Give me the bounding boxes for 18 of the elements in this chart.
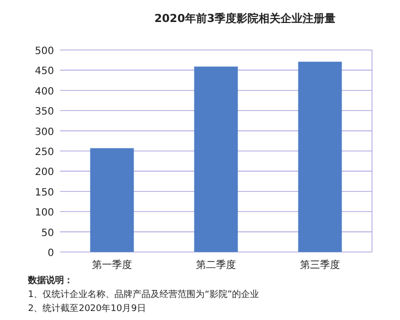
y-tick-label: 200 (34, 167, 54, 178)
y-tick-label: 500 (34, 46, 54, 57)
y-tick-label: 450 (34, 66, 54, 78)
text: 2、统计截至2020年10月9日 (28, 303, 146, 314)
y-tick-label: 0 (48, 248, 54, 259)
y-tick-label: 50 (41, 228, 54, 239)
y-tick-label: 400 (34, 86, 54, 98)
y-tick-label: 100 (34, 208, 54, 219)
x-tick-label: 第二季度 (196, 259, 236, 271)
text: 数据说明： (27, 275, 73, 286)
text: 1、仅统计企业名称、品牌产品及经营范围为“影院”的企业 (28, 289, 260, 300)
y-tick-label: 300 (34, 126, 54, 138)
y-tick-label: 350 (34, 106, 54, 118)
chart-title: 2020年前3季度影院相关企业注册量 (154, 12, 336, 25)
x-tick-label: 第一季度 (92, 259, 132, 271)
x-tick-label: 第三季度 (300, 259, 340, 271)
y-tick-label: 250 (34, 147, 54, 158)
y-tick-label: 150 (34, 187, 54, 198)
